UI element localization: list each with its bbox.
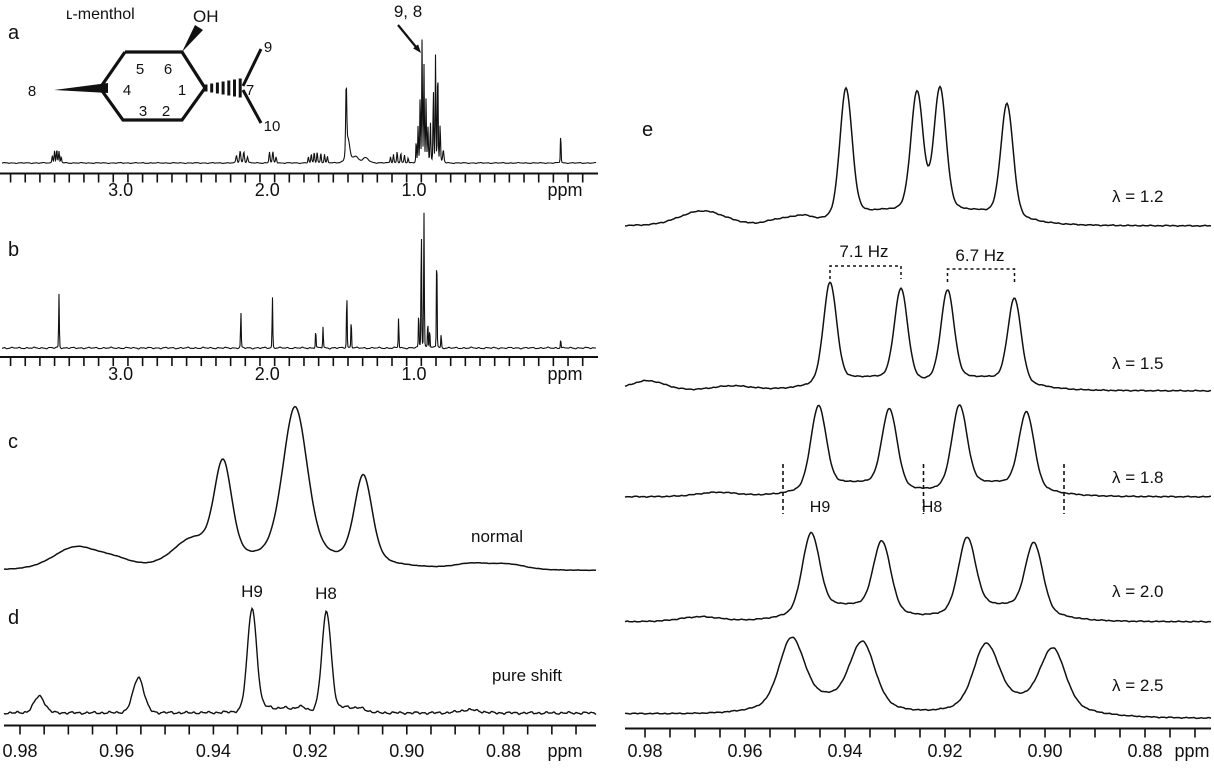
spectrum-b-curve — [2, 212, 597, 350]
axis-tick-label: 3.0 — [108, 364, 133, 384]
h8-region-label-e: H8 — [922, 499, 943, 516]
ring-number-4: 4 — [123, 82, 131, 99]
axis-tick-label: 2.0 — [255, 180, 280, 200]
spectrum-a-curve — [1, 39, 597, 165]
cyclohexane-ring — [98, 50, 207, 122]
trace-d — [3, 606, 597, 716]
trace-e-lambda-2.5 — [625, 636, 1212, 720]
h9-peak-label-d: H9 — [241, 582, 263, 601]
axis-tick-label: 0.92 — [927, 741, 962, 761]
panel-label-c: c — [8, 431, 18, 453]
spectrum-d-curve — [3, 606, 597, 716]
lambda-label-5: λ = 2.5 — [1112, 676, 1164, 695]
c8-methyl-wedge-bond — [54, 83, 108, 93]
axis-tick-label: 1.0 — [401, 180, 426, 200]
axis-tick-label: 0.90 — [1027, 741, 1062, 761]
lambda-label-1: λ = 1.2 — [1112, 187, 1164, 206]
axis-unit-label: ppm — [547, 180, 582, 200]
axis-tick-label: 0.92 — [293, 741, 328, 761]
ring-number-6: 6 — [164, 61, 172, 78]
trace-a — [1, 39, 597, 165]
axis-tick-label: 3.0 — [108, 180, 133, 200]
axis-unit-label: ppm — [547, 741, 582, 761]
axis-tick-label: 0.90 — [389, 741, 424, 761]
panel-label-b: b — [8, 239, 19, 261]
spectrum-c-curve — [4, 405, 596, 572]
spectrum-e-curves — [624, 85, 1212, 720]
axis-tick-label: 1.0 — [401, 364, 426, 384]
trace-e-lambda-2 — [624, 531, 1212, 623]
c7-hashed-wedge-bond — [204, 78, 242, 98]
c7-c10-bond — [241, 89, 263, 124]
molecule-title: ʟ-menthol — [66, 6, 135, 23]
axis-tick-label: 0.98 — [2, 741, 37, 761]
panel-e-guides — [782, 265, 1065, 514]
h8-peak-label-d: H8 — [315, 584, 337, 603]
panel-label-d: d — [8, 607, 19, 629]
axis-tick-label: 0.88 — [486, 741, 521, 761]
oh-label: OH — [193, 7, 219, 26]
annotation-arrow-line — [397, 24, 417, 48]
trace-e-lambda-1.2 — [624, 85, 1212, 228]
menthol-structure: ʟ-menthol OH 5 6 4 1 3 2 7 8 9 10 — [28, 6, 281, 135]
carbon-7-label: 7 — [246, 82, 254, 99]
c7-c9-bond — [241, 48, 263, 87]
pure-shift-label: pure shift — [492, 666, 562, 685]
ring-number-2: 2 — [162, 103, 170, 120]
j-coupling-bracket — [946, 268, 1016, 282]
axis-tick-label: 0.96 — [99, 741, 134, 761]
oh-wedge-bond — [182, 25, 203, 52]
j-coupling-bracket — [829, 265, 902, 279]
axis-tick-label: 0.88 — [1127, 741, 1162, 761]
carbon-8-label: 8 — [28, 83, 36, 100]
axis-tick-label: 0.94 — [827, 741, 862, 761]
axis-unit-label: ppm — [1174, 741, 1209, 761]
ring-number-1: 1 — [178, 82, 186, 99]
lambda-label-2: λ = 1.5 — [1112, 354, 1164, 373]
trace-e-lambda-1.5 — [624, 281, 1211, 393]
trace-c — [4, 405, 596, 572]
methyl-peaks-annotation: 9, 8 — [394, 2, 422, 21]
h9-region-label-e: H9 — [810, 499, 831, 516]
ring-number-5: 5 — [136, 61, 144, 78]
carbon-10-label: 10 — [264, 118, 281, 135]
trace-b — [2, 212, 597, 350]
ring-number-3: 3 — [139, 103, 147, 120]
lambda-label-3: λ = 1.8 — [1112, 468, 1164, 487]
axis-unit-label: ppm — [547, 364, 582, 384]
axes: 3.0 2.0 1.0 ppm 3.0 2.0 1.0 ppm 0.98 0.96 0.94 0.92… — [0, 172, 1211, 761]
axis-tick-label: 0.94 — [196, 741, 231, 761]
j-coupling-label-h8: 6.7 Hz — [955, 246, 1004, 265]
axis-tick-label: 2.0 — [255, 364, 280, 384]
j-coupling-label-h9: 7.1 Hz — [839, 242, 888, 261]
trace-e-lambda-1.8 — [624, 404, 1211, 499]
axis-tick-label: 0.96 — [727, 741, 762, 761]
panel-label-a: a — [8, 22, 20, 44]
annotation-arrowhead — [413, 44, 421, 53]
panel-label-e: e — [642, 119, 653, 141]
carbon-9-label: 9 — [264, 39, 272, 56]
axis-tick-label: 0.98 — [627, 741, 662, 761]
lambda-label-4: λ = 2.0 — [1112, 582, 1164, 601]
normal-label: normal — [471, 527, 523, 546]
